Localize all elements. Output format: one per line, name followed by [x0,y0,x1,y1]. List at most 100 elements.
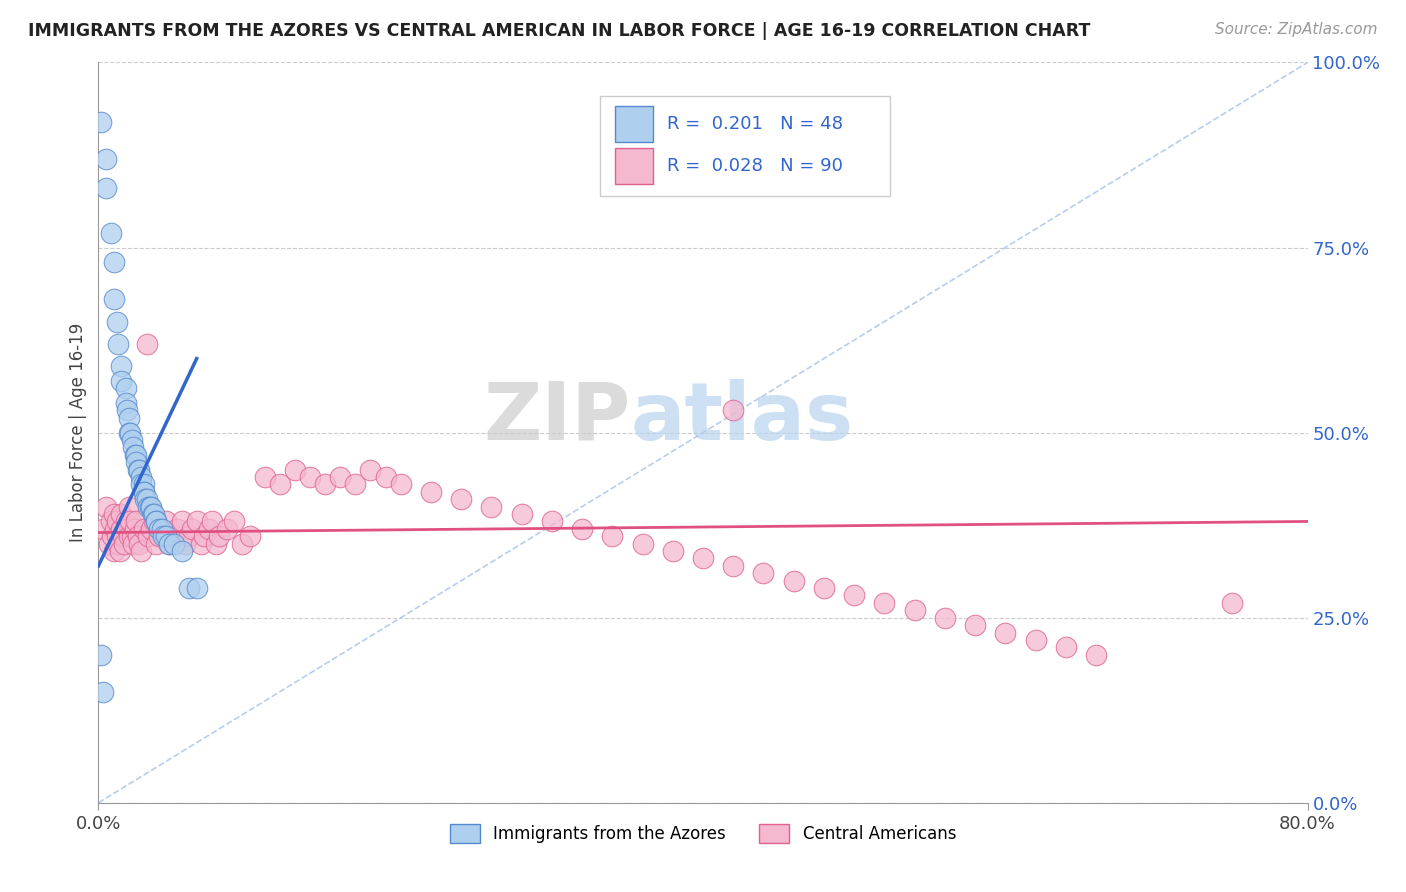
Point [692,551,714,566]
Point [128,462,150,476]
Point [752,566,775,581]
Point [103,544,125,558]
Point [1085,648,1108,662]
Point [120,425,142,440]
Point [1054,640,1077,655]
Point [90,114,112,128]
Point [132,522,155,536]
Point [125,448,148,462]
Point [159,536,181,550]
Point [115,522,138,536]
Point [873,596,896,610]
Point [934,610,956,624]
Point [994,625,1017,640]
Point [135,336,157,351]
Point [118,425,141,440]
Point [374,470,396,484]
Point [94,152,117,166]
Point [723,403,745,417]
Text: Source: ZipAtlas.com: Source: ZipAtlas.com [1215,22,1378,37]
Point [159,536,181,550]
Point [124,522,146,536]
Point [813,581,835,595]
Point [329,470,352,484]
Point [127,462,149,476]
Point [148,529,170,543]
Point [314,477,336,491]
FancyBboxPatch shape [614,106,654,142]
Point [284,462,307,476]
Point [631,536,654,550]
Point [94,181,117,195]
Point [143,507,166,521]
Point [114,515,136,529]
Point [190,536,212,550]
Point [141,522,163,536]
Point [107,336,129,351]
Point [148,522,170,536]
Point [166,522,188,536]
Point [135,492,157,507]
Point [136,529,159,543]
Point [103,255,125,269]
Point [105,529,128,543]
Point [186,581,208,595]
Point [91,685,114,699]
Point [571,522,593,536]
Point [141,500,163,514]
Point [904,603,927,617]
Point [510,507,533,521]
Point [118,500,141,514]
Point [94,500,117,514]
Point [965,618,987,632]
Point [110,507,132,521]
Point [128,536,150,550]
Point [121,529,143,543]
Point [239,529,262,543]
Point [269,477,291,491]
Point [134,492,156,507]
Point [103,507,125,521]
Point [129,470,152,484]
Point [155,515,177,529]
Point [231,536,253,550]
FancyBboxPatch shape [614,148,654,184]
Point [124,448,146,462]
Point [105,314,128,328]
Point [193,529,215,543]
Point [125,515,148,529]
Point [201,515,224,529]
Point [150,522,173,536]
Point [1220,596,1243,610]
Point [142,507,165,521]
Point [125,455,148,469]
Point [602,529,624,543]
Point [844,589,866,603]
Text: R =  0.201   N = 48: R = 0.201 N = 48 [666,115,842,133]
Point [205,536,228,550]
Point [181,522,204,536]
Point [122,441,145,455]
Point [344,477,367,491]
Point [208,529,231,543]
Point [150,522,173,536]
Point [132,477,155,491]
Point [111,529,134,543]
Point [101,529,124,543]
Point [108,544,131,558]
Point [103,293,125,307]
Point [145,515,167,529]
Point [110,522,132,536]
Point [110,374,132,388]
Point [540,515,562,529]
Point [90,648,112,662]
Point [723,558,745,573]
Point [122,536,145,550]
Point [253,470,276,484]
Point [661,544,683,558]
Text: ZIP: ZIP [484,379,630,457]
Point [145,515,167,529]
Point [299,470,322,484]
Point [197,522,219,536]
FancyBboxPatch shape [600,95,890,195]
